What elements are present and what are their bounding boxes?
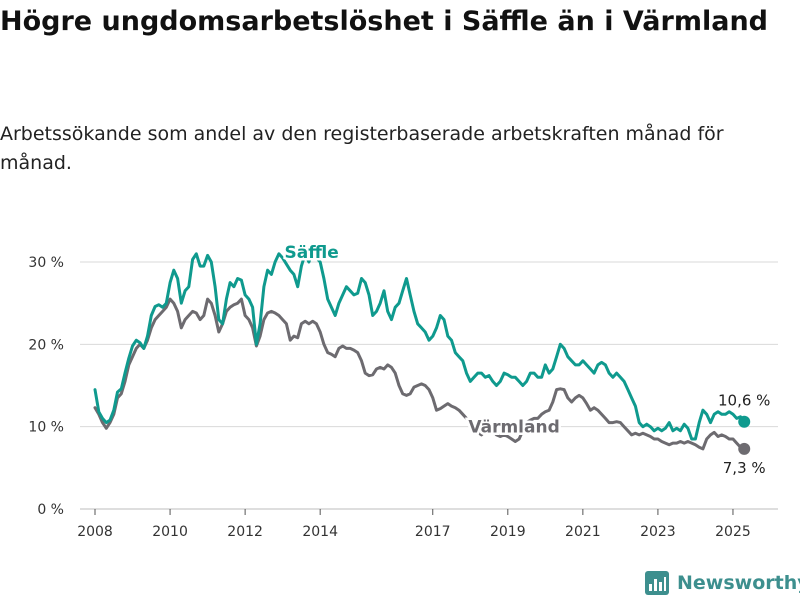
y-axis-ticks: 0 % 10 % 20 % 30 % <box>28 255 64 518</box>
x-tick-label: 2019 <box>490 524 526 540</box>
x-tick-label: 2008 <box>77 524 113 540</box>
y-tick-label: 30 % <box>28 255 64 271</box>
varmland-end-point <box>738 442 751 455</box>
chart-subtitle: Arbetssökande som andel av den registerb… <box>0 123 724 174</box>
saffle-series-label: Säffle <box>285 243 339 263</box>
saffle-end-point <box>738 415 751 428</box>
x-tick-label: 2021 <box>565 524 601 540</box>
x-axis: 2008 2010 2012 2014 2017 2019 2021 2023 2025 <box>77 509 751 540</box>
y-tick-label: 0 % <box>37 502 64 518</box>
series-labels: Säffle Värmland 10,6 % 7,3 % <box>282 240 772 479</box>
varmland-series-label: Värmland <box>468 417 559 437</box>
newsworthy-icon <box>645 571 669 595</box>
y-tick-label: 20 % <box>28 337 64 353</box>
grid-lines <box>80 261 778 510</box>
y-tick-label: 10 % <box>28 420 64 436</box>
x-tick-label: 2025 <box>715 524 751 540</box>
x-tick-label: 2017 <box>415 524 451 540</box>
varmland-line <box>93 297 746 451</box>
x-tick-label: 2014 <box>302 524 338 540</box>
saffle-line <box>93 248 746 441</box>
chart-title: Högre ungdomsarbetslöshet i Säffle än i … <box>0 6 768 37</box>
saffle-end-value: 10,6 % <box>718 392 770 410</box>
varmland-end-value: 7,3 % <box>723 459 766 477</box>
x-tick-label: 2023 <box>640 524 676 540</box>
x-tick-label: 2012 <box>227 524 263 540</box>
series-lines <box>93 248 751 455</box>
newsworthy-logo: Newsworthy <box>645 568 800 598</box>
brand-name: Newsworthy <box>677 572 800 594</box>
x-tick-label: 2010 <box>152 524 188 540</box>
